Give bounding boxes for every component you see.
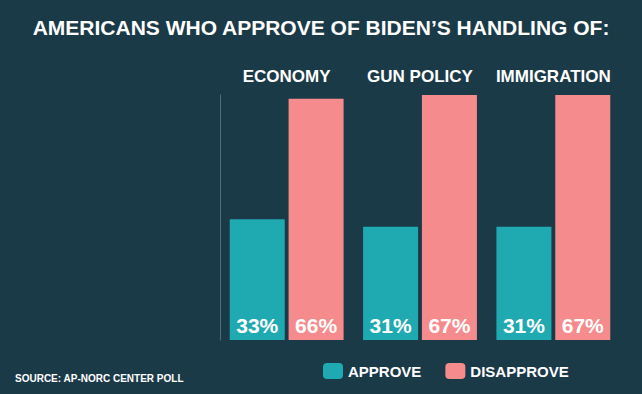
svg-text:GUN POLICY: GUN POLICY [367, 67, 473, 86]
svg-text:ECONOMY: ECONOMY [243, 67, 332, 86]
svg-text:31%: 31% [370, 314, 412, 337]
svg-text:IMMIGRATION: IMMIGRATION [496, 67, 611, 86]
svg-text:DISAPPROVE: DISAPPROVE [470, 363, 568, 380]
svg-text:SOURCE: AP-NORC CENTER POLL: SOURCE: AP-NORC CENTER POLL [15, 373, 184, 384]
svg-text:67%: 67% [562, 314, 604, 337]
svg-text:APPROVE: APPROVE [348, 363, 421, 380]
svg-text:31%: 31% [503, 314, 545, 337]
svg-text:33%: 33% [236, 314, 278, 337]
svg-text:67%: 67% [428, 314, 470, 337]
svg-text:AMERICANS WHO APPROVE OF BIDEN: AMERICANS WHO APPROVE OF BIDEN’S HANDLIN… [33, 16, 610, 39]
svg-text:66%: 66% [295, 314, 337, 337]
